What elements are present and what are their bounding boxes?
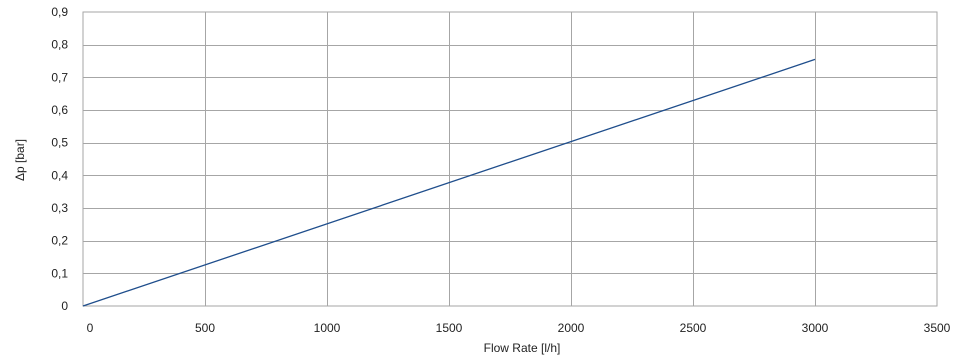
y-tick-label: 0,4	[51, 168, 68, 182]
x-tick-label: 3500	[924, 321, 951, 335]
series-layer	[82, 58, 816, 307]
y-axis-ticks: 0 0,1 0,2 0,3 0,4 0,5 0,6 0,7 0,8 0,9	[51, 5, 68, 313]
y-tick-label: 0,7	[51, 70, 68, 84]
y-tick-label: 0,5	[51, 136, 68, 150]
y-tick-label: 0,3	[51, 201, 68, 215]
y-tick-label: 0	[61, 299, 68, 313]
x-tick-label: 500	[195, 321, 215, 335]
y-tick-label: 0,6	[51, 103, 68, 117]
plot-area	[82, 11, 938, 307]
x-tick-label: 1500	[436, 321, 463, 335]
x-tick-label: 2000	[558, 321, 585, 335]
x-tick-label: 2500	[680, 321, 707, 335]
y-tick-label: 0,1	[51, 266, 68, 280]
x-tick-label: 0	[87, 321, 94, 335]
x-tick-label: 3000	[802, 321, 829, 335]
plot-frame	[82, 11, 938, 307]
y-tick-label: 0,9	[51, 5, 68, 19]
x-axis-ticks: 0 500 1000 1500 2000 2500 3000 3500	[87, 321, 951, 335]
y-tick-label: 0,8	[51, 38, 68, 52]
grid	[83, 12, 937, 306]
y-tick-label: 0,2	[51, 234, 68, 248]
x-axis-label: Flow Rate [l/h]	[484, 341, 561, 355]
series-line	[82, 58, 816, 307]
x-tick-label: 1000	[314, 321, 341, 335]
y-axis-label: Δp [bar]	[13, 139, 27, 181]
